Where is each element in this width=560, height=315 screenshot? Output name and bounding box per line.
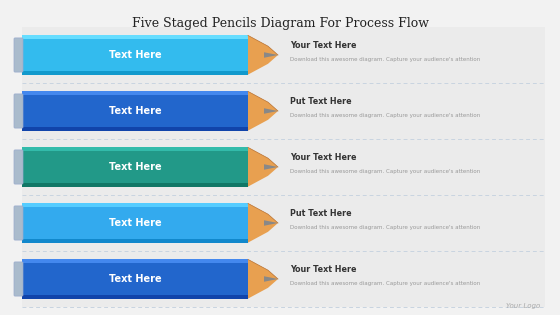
Polygon shape	[22, 263, 248, 295]
Polygon shape	[264, 108, 278, 114]
Polygon shape	[22, 35, 248, 39]
Polygon shape	[22, 71, 248, 75]
Polygon shape	[248, 147, 278, 186]
Polygon shape	[264, 164, 278, 170]
Polygon shape	[22, 239, 248, 243]
Text: Download this awesome diagram. Capture your audience's attention: Download this awesome diagram. Capture y…	[290, 57, 480, 62]
FancyBboxPatch shape	[14, 94, 23, 128]
Text: Download this awesome diagram. Capture your audience's attention: Download this awesome diagram. Capture y…	[290, 169, 480, 174]
Text: Put Text Here: Put Text Here	[290, 209, 352, 218]
Text: Download this awesome diagram. Capture your audience's attention: Download this awesome diagram. Capture y…	[290, 113, 480, 118]
Text: Download this awesome diagram. Capture your audience's attention: Download this awesome diagram. Capture y…	[290, 225, 480, 230]
Text: Text Here: Text Here	[109, 218, 161, 228]
Polygon shape	[248, 91, 278, 131]
Text: Text Here: Text Here	[109, 162, 161, 172]
Polygon shape	[248, 259, 278, 299]
Text: Text Here: Text Here	[109, 106, 161, 116]
Bar	[22, 139, 545, 195]
Polygon shape	[264, 220, 278, 226]
Polygon shape	[22, 39, 248, 71]
Polygon shape	[264, 276, 278, 282]
Polygon shape	[22, 127, 248, 131]
Polygon shape	[22, 91, 248, 95]
Polygon shape	[22, 207, 248, 239]
Text: Five Staged Pencils Diagram For Process Flow: Five Staged Pencils Diagram For Process …	[132, 17, 428, 30]
Bar	[22, 251, 545, 307]
FancyBboxPatch shape	[14, 150, 23, 184]
Text: Text Here: Text Here	[109, 274, 161, 284]
Text: Your Logo: Your Logo	[506, 303, 540, 309]
Text: Text Here: Text Here	[109, 50, 161, 60]
Polygon shape	[22, 203, 248, 207]
Text: Your Text Here: Your Text Here	[290, 41, 357, 50]
Text: Put Text Here: Put Text Here	[290, 97, 352, 106]
Polygon shape	[22, 151, 248, 183]
Polygon shape	[22, 95, 248, 127]
Polygon shape	[22, 147, 248, 151]
FancyBboxPatch shape	[14, 38, 23, 72]
Bar	[22, 195, 545, 251]
Polygon shape	[22, 183, 248, 186]
Polygon shape	[264, 52, 278, 58]
Text: Your Text Here: Your Text Here	[290, 265, 357, 274]
Text: Download this awesome diagram. Capture your audience's attention: Download this awesome diagram. Capture y…	[290, 281, 480, 286]
FancyBboxPatch shape	[14, 262, 23, 296]
Polygon shape	[22, 259, 248, 263]
Polygon shape	[22, 295, 248, 299]
Text: Your Text Here: Your Text Here	[290, 153, 357, 162]
Polygon shape	[248, 203, 278, 243]
Polygon shape	[248, 35, 278, 75]
FancyBboxPatch shape	[14, 206, 23, 240]
Bar	[22, 27, 545, 83]
Bar	[22, 83, 545, 139]
